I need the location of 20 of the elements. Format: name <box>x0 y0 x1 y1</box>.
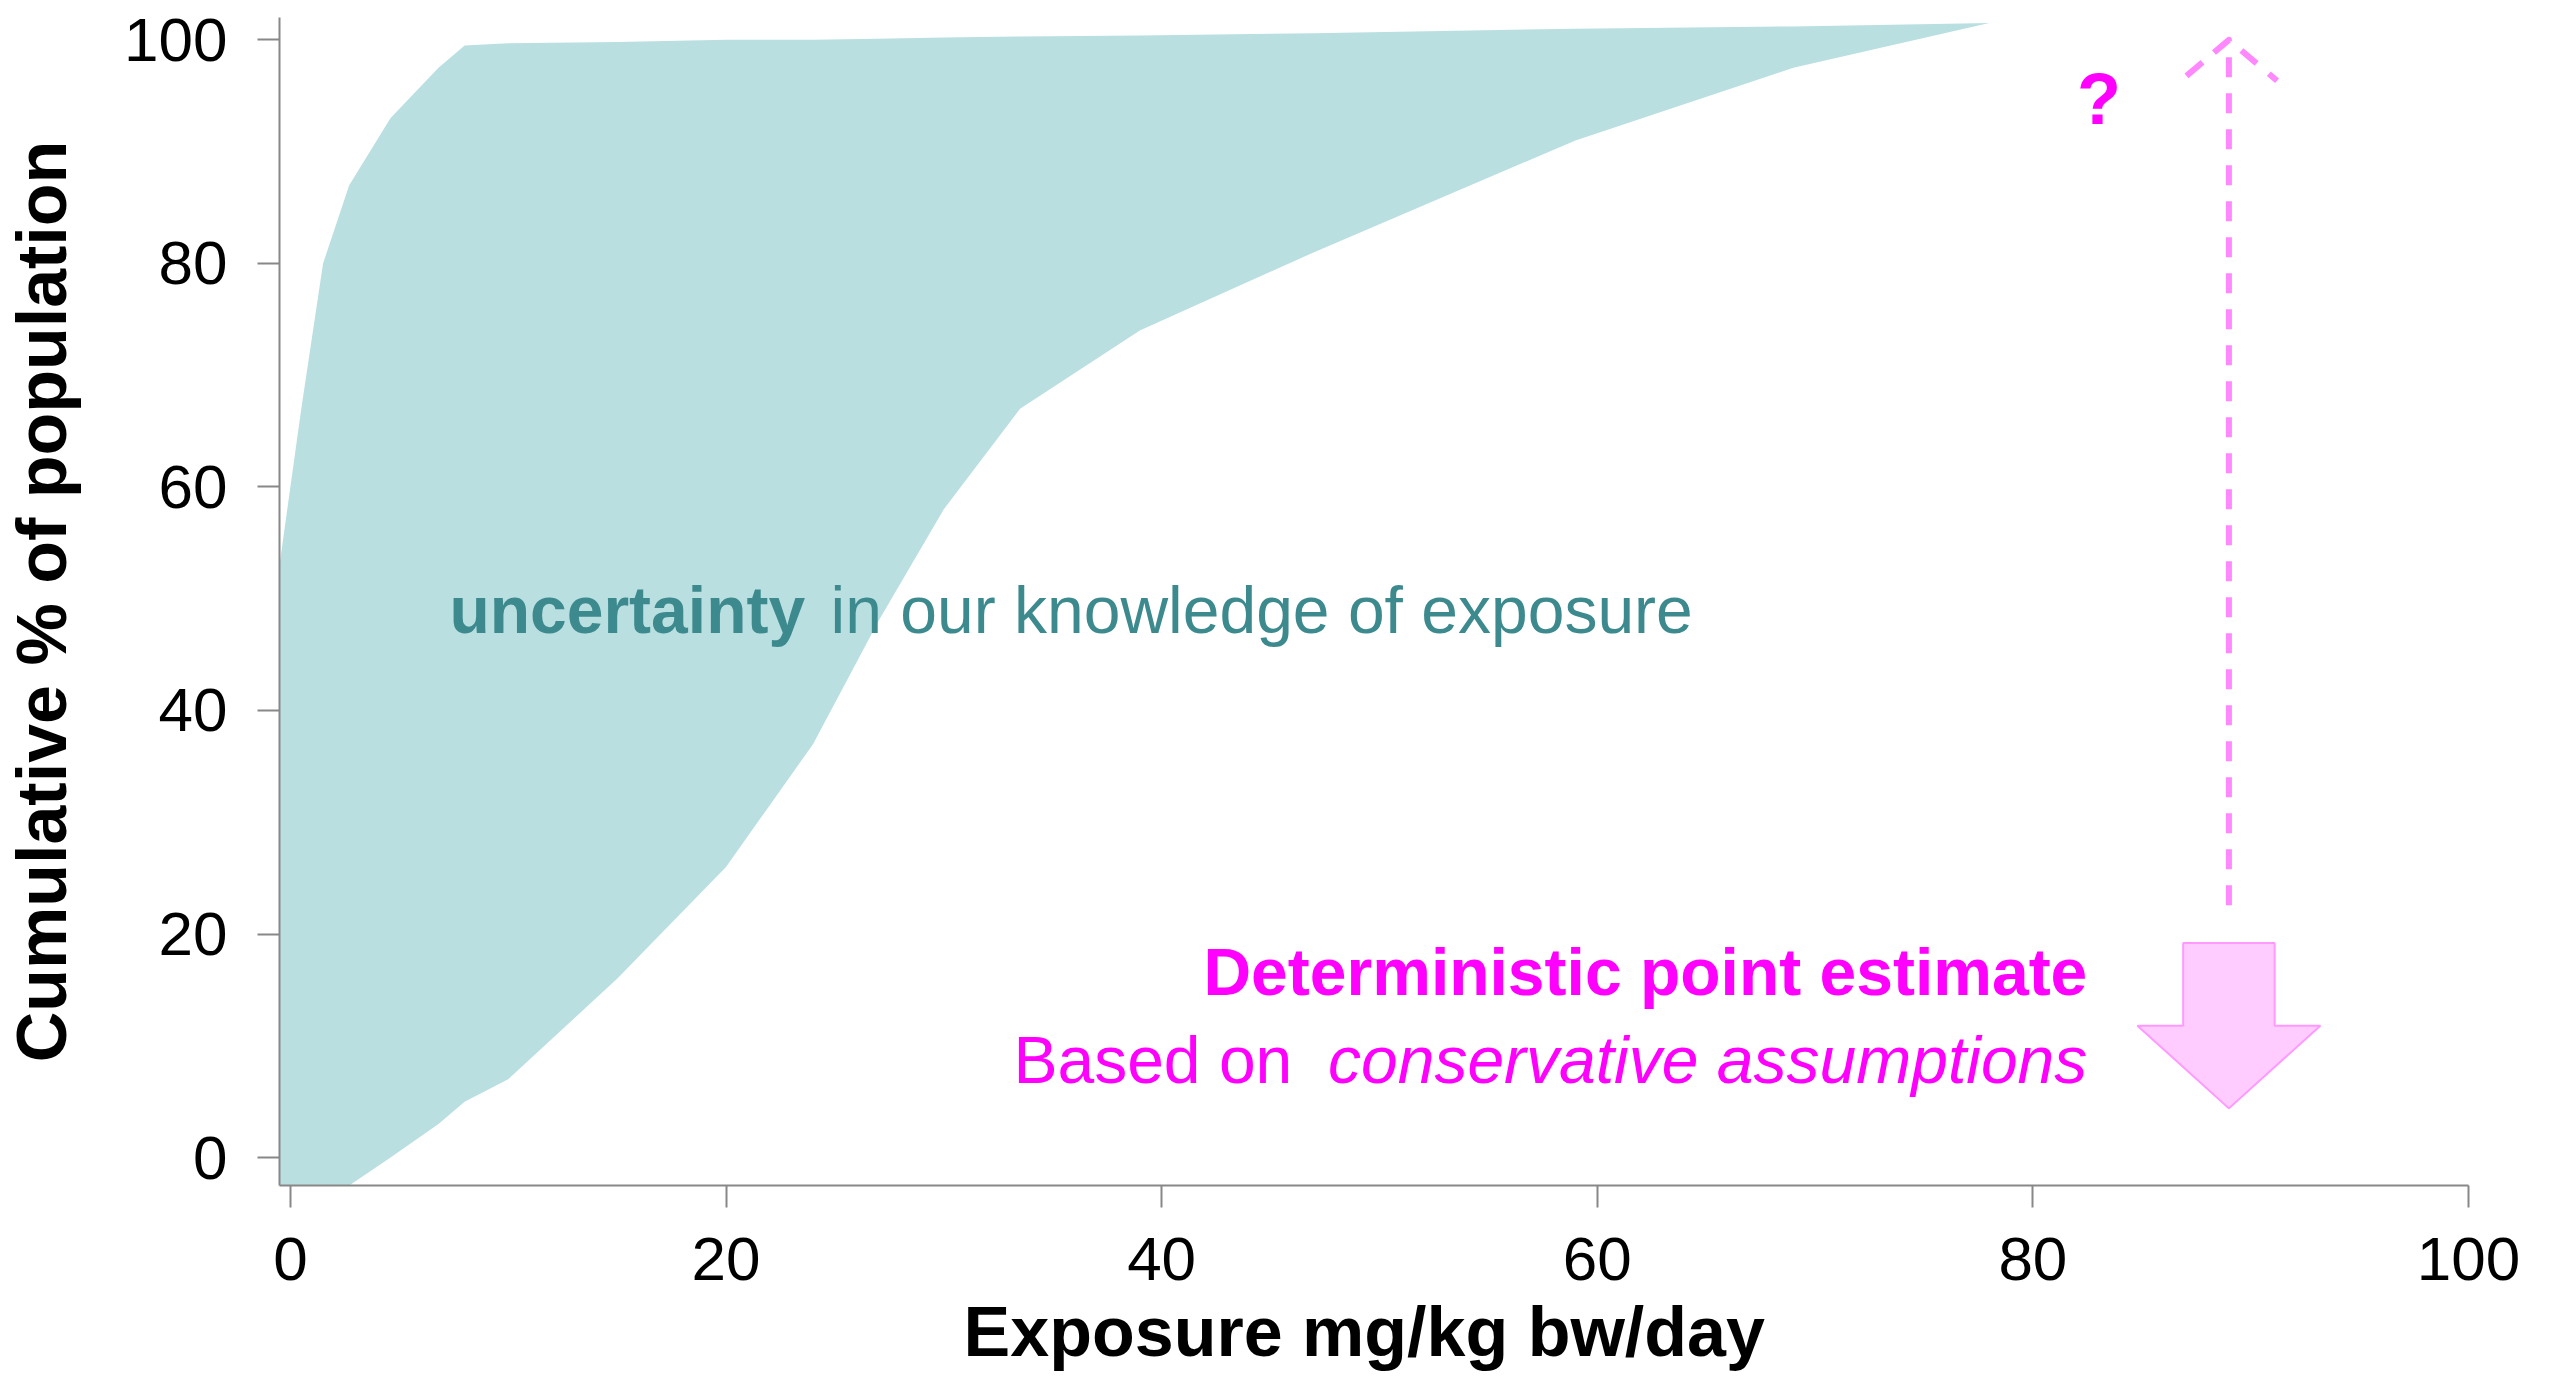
x-tick-label: 20 <box>691 1223 761 1293</box>
x-tick-label: 0 <box>273 1223 308 1293</box>
x-tick-label: 80 <box>1998 1223 2068 1293</box>
y-tick-label: 80 <box>158 228 228 298</box>
y-tick-label: 40 <box>158 675 228 745</box>
x-tick-label: 100 <box>2416 1223 2521 1293</box>
x-tick-label: 60 <box>1562 1223 1632 1293</box>
x-tick-label: 40 <box>1127 1223 1197 1293</box>
ref-line-label: ? <box>2076 59 2121 140</box>
y-tick-label: 0 <box>193 1122 228 1192</box>
annotation: uncertainty <box>449 572 806 647</box>
y-tick-label: 100 <box>124 4 228 74</box>
annotation: conservative assumptions <box>1327 1023 2088 1098</box>
y-axis-title: Cumulative % of population <box>3 140 82 1063</box>
y-tick-label: 20 <box>158 899 228 969</box>
annotation: in our knowledge of exposure <box>830 572 1693 647</box>
x-axis-title: Exposure mg/kg bw/day <box>963 1292 1765 1371</box>
annotation: Based on <box>1013 1023 1293 1098</box>
annotation: Deterministic point estimate <box>1203 935 2088 1010</box>
y-tick-label: 60 <box>158 451 228 521</box>
